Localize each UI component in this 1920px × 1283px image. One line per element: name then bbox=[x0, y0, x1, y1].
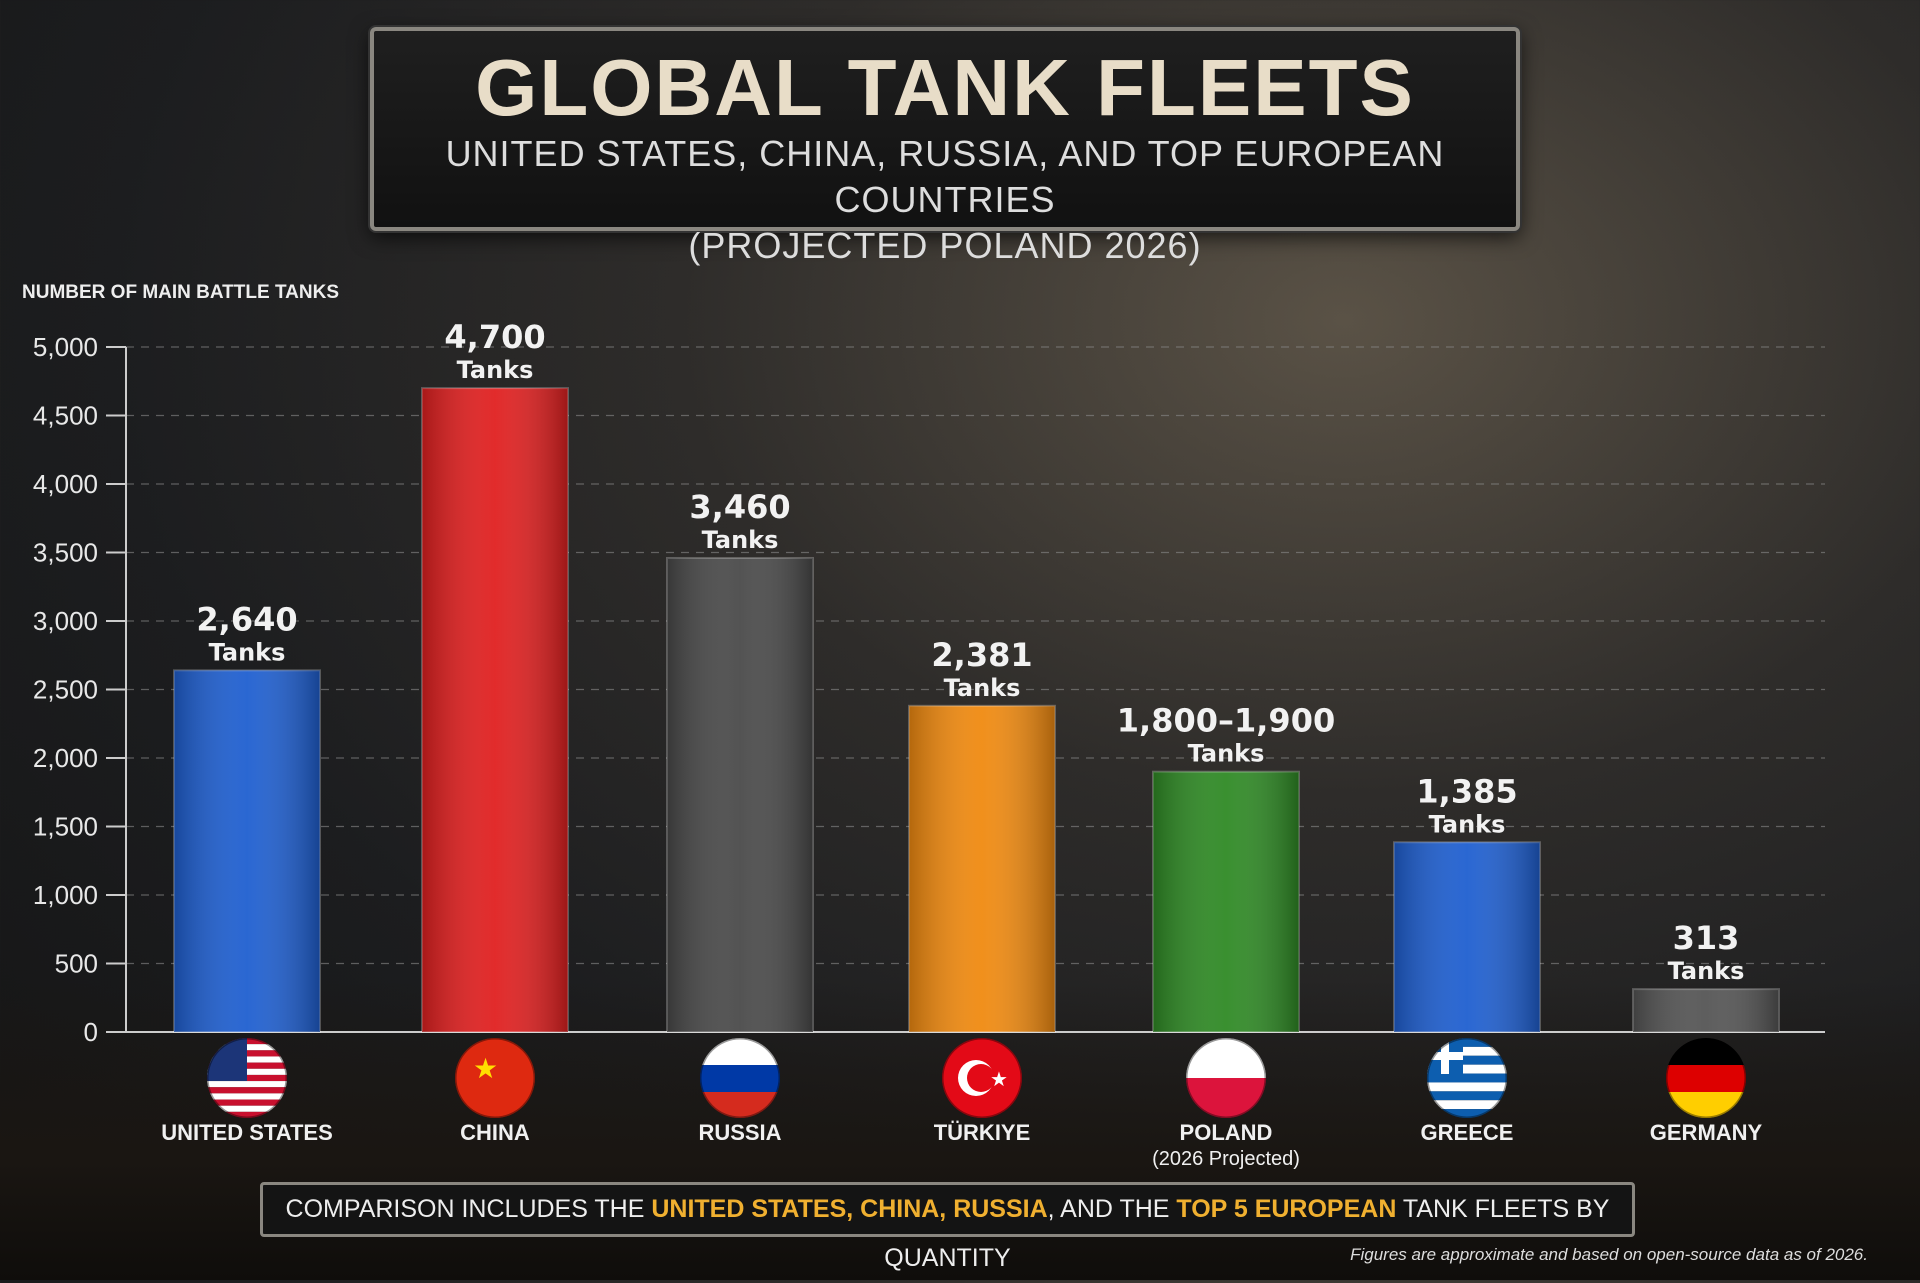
value-label: 4,700 bbox=[444, 318, 545, 356]
bar-shade bbox=[174, 670, 320, 1032]
y-tick-label: 500 bbox=[55, 949, 98, 979]
y-tick-label: 1,000 bbox=[33, 880, 98, 910]
flag-part bbox=[207, 1087, 287, 1094]
flag-part bbox=[1427, 1064, 1507, 1074]
unit-label: Tanks bbox=[1429, 810, 1506, 838]
banner-highlight: UNITED STATES, CHINA, RUSSIA bbox=[651, 1195, 1048, 1223]
category-label: GERMANY bbox=[1650, 1120, 1763, 1145]
value-label: 2,381 bbox=[931, 636, 1032, 674]
flag-part bbox=[1427, 1038, 1507, 1047]
flag-part bbox=[207, 1099, 287, 1106]
flag-part bbox=[1427, 1073, 1507, 1083]
flag-part bbox=[1427, 1109, 1507, 1118]
germany-flag-icon bbox=[1666, 1038, 1746, 1118]
flag-part bbox=[1427, 1091, 1507, 1101]
flag-part bbox=[1666, 1065, 1746, 1092]
flag-part bbox=[700, 1065, 780, 1092]
flag-part bbox=[207, 1093, 287, 1100]
flag-part: ★ bbox=[990, 1067, 1008, 1091]
category-label: POLAND bbox=[1180, 1120, 1273, 1145]
unit-label: Tanks bbox=[1188, 740, 1265, 768]
bar-shade bbox=[1394, 842, 1540, 1032]
y-tick-label: 1,500 bbox=[33, 812, 98, 842]
poland-flag-icon bbox=[1186, 1038, 1266, 1118]
banner-text: TANK FLEETS BY QUANTITY bbox=[884, 1195, 1610, 1272]
unit-label: Tanks bbox=[209, 638, 286, 666]
banner-text: , AND THE bbox=[1047, 1195, 1177, 1223]
footnote: Figures are approximate and based on ope… bbox=[1350, 1245, 1868, 1264]
flag-part bbox=[207, 1081, 287, 1088]
subtitle-2: (PROJECTED POLAND 2026) bbox=[688, 225, 1202, 266]
y-tick-label: 3,500 bbox=[33, 538, 98, 568]
value-label: 3,460 bbox=[689, 488, 790, 526]
banner-text: COMPARISON INCLUDES THE bbox=[285, 1195, 652, 1223]
flag-part bbox=[455, 1038, 535, 1118]
y-tick-label: 2,000 bbox=[33, 743, 98, 773]
bar-shade bbox=[422, 388, 568, 1033]
value-label: 1,385 bbox=[1416, 772, 1517, 810]
flag-part bbox=[1186, 1038, 1266, 1078]
greece-flag-icon bbox=[1427, 1038, 1507, 1118]
flag-part bbox=[1427, 1046, 1507, 1056]
flag-part bbox=[1427, 1100, 1507, 1110]
bar-shade bbox=[909, 705, 1055, 1032]
bar-shade bbox=[667, 557, 813, 1032]
unit-label: Tanks bbox=[702, 526, 779, 554]
russia-flag-icon bbox=[700, 1038, 780, 1118]
category-label: RUSSIA bbox=[698, 1120, 781, 1145]
y-tick-label: 4,000 bbox=[33, 469, 98, 499]
flag-part: ★ bbox=[473, 1052, 498, 1085]
y-tick-label: 0 bbox=[84, 1017, 98, 1047]
category-label: TÜRKIYE bbox=[934, 1120, 1031, 1145]
flag-part bbox=[967, 1064, 995, 1092]
value-label: 2,640 bbox=[196, 600, 297, 638]
category-label: GREECE bbox=[1421, 1120, 1514, 1145]
category-label: UNITED STATES bbox=[161, 1120, 333, 1145]
subtitle: UNITED STATES, CHINA, RUSSIA, AND TOP EU… bbox=[445, 133, 1445, 220]
y-axis-label: NUMBER OF MAIN BATTLE TANKS bbox=[22, 282, 339, 303]
turkiye-flag-icon: ★ bbox=[942, 1038, 1022, 1118]
y-tick-label: 2,500 bbox=[33, 675, 98, 705]
flag-part bbox=[1441, 1038, 1449, 1074]
title-panel: GLOBAL TANK FLEETS UNITED STATES, CHINA,… bbox=[370, 27, 1520, 266]
flag-part bbox=[1427, 1082, 1507, 1092]
value-label: 313 bbox=[1673, 919, 1740, 957]
bar-shade bbox=[1153, 771, 1299, 1032]
flag-part bbox=[207, 1105, 287, 1112]
y-tick-label: 3,000 bbox=[33, 606, 98, 636]
unit-label: Tanks bbox=[1668, 957, 1745, 985]
us-flag-icon bbox=[207, 1038, 287, 1118]
value-label: 1,800–1,900 bbox=[1117, 702, 1335, 740]
unit-label: Tanks bbox=[944, 674, 1021, 702]
unit-label: Tanks bbox=[457, 356, 534, 384]
bar-chart: 0 500 1,000 1,500 2,000 2,500 3,000 3,500 4,000 4… bbox=[33, 318, 1825, 1170]
category-note: (2026 Projected) bbox=[1152, 1148, 1300, 1170]
category-label: CHINA bbox=[460, 1120, 530, 1145]
china-flag-icon: ★ bbox=[455, 1038, 535, 1118]
bar-shade bbox=[1633, 989, 1779, 1032]
banner-highlight: TOP 5 EUROPEAN bbox=[1176, 1195, 1397, 1223]
page-title: GLOBAL TANK FLEETS bbox=[475, 43, 1415, 132]
flag-part bbox=[207, 1111, 287, 1118]
flag-part bbox=[1186, 1078, 1266, 1118]
comparison-banner: COMPARISON INCLUDES THE UNITED STATES, C… bbox=[260, 1182, 1635, 1272]
y-tick-label: 5,000 bbox=[33, 332, 98, 362]
flag-part bbox=[1427, 1055, 1507, 1065]
y-tick-label: 4,500 bbox=[33, 401, 98, 431]
